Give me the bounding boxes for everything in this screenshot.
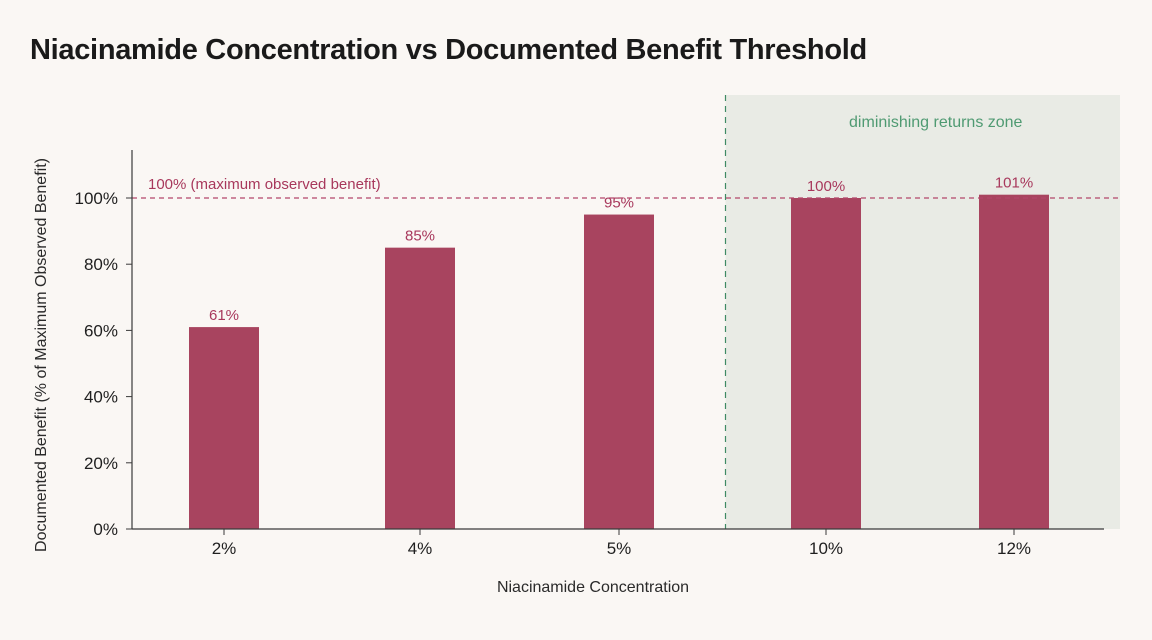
bar-2% (189, 327, 259, 529)
data-label-2%: 61% (209, 307, 239, 324)
y-tick-label: 20% (84, 454, 118, 473)
y-tick-label: 0% (93, 520, 118, 539)
bar-12% (979, 194, 1049, 529)
reference-line-label: 100% (maximum observed benefit) (148, 176, 381, 193)
data-label-12%: 101% (995, 175, 1033, 192)
x-tick-label: 2% (212, 539, 237, 558)
bar-10% (791, 198, 861, 529)
bar-4% (385, 247, 455, 529)
y-tick-label: 40% (84, 388, 118, 407)
data-label-5%: 95% (604, 195, 634, 212)
x-tick-label: 10% (809, 539, 843, 558)
data-label-10%: 100% (807, 178, 845, 195)
y-axis-title: Documented Benefit (% of Maximum Observe… (33, 158, 50, 552)
bar-5% (584, 214, 654, 530)
y-tick-label: 80% (84, 255, 118, 274)
x-axis-ticks: 2% 4% 5% 10% 12% (212, 529, 1031, 558)
y-axis-ticks: 0% 20% 40% 60% 80% 100% (75, 189, 132, 539)
x-tick-label: 12% (997, 539, 1031, 558)
zone-label: diminishing returns zone (849, 114, 1023, 131)
data-label-4%: 85% (405, 228, 435, 245)
bars-group: 61% 85% 95% 100% 101% (189, 175, 1049, 530)
y-tick-label: 100% (75, 189, 118, 208)
x-tick-label: 5% (607, 539, 632, 558)
x-axis-title: Niacinamide Concentration (497, 579, 689, 596)
chart-title: Niacinamide Concentration vs Documented … (30, 34, 867, 66)
zone-shade (725, 95, 1120, 529)
y-tick-label: 60% (84, 321, 118, 340)
x-tick-label: 4% (408, 539, 433, 558)
